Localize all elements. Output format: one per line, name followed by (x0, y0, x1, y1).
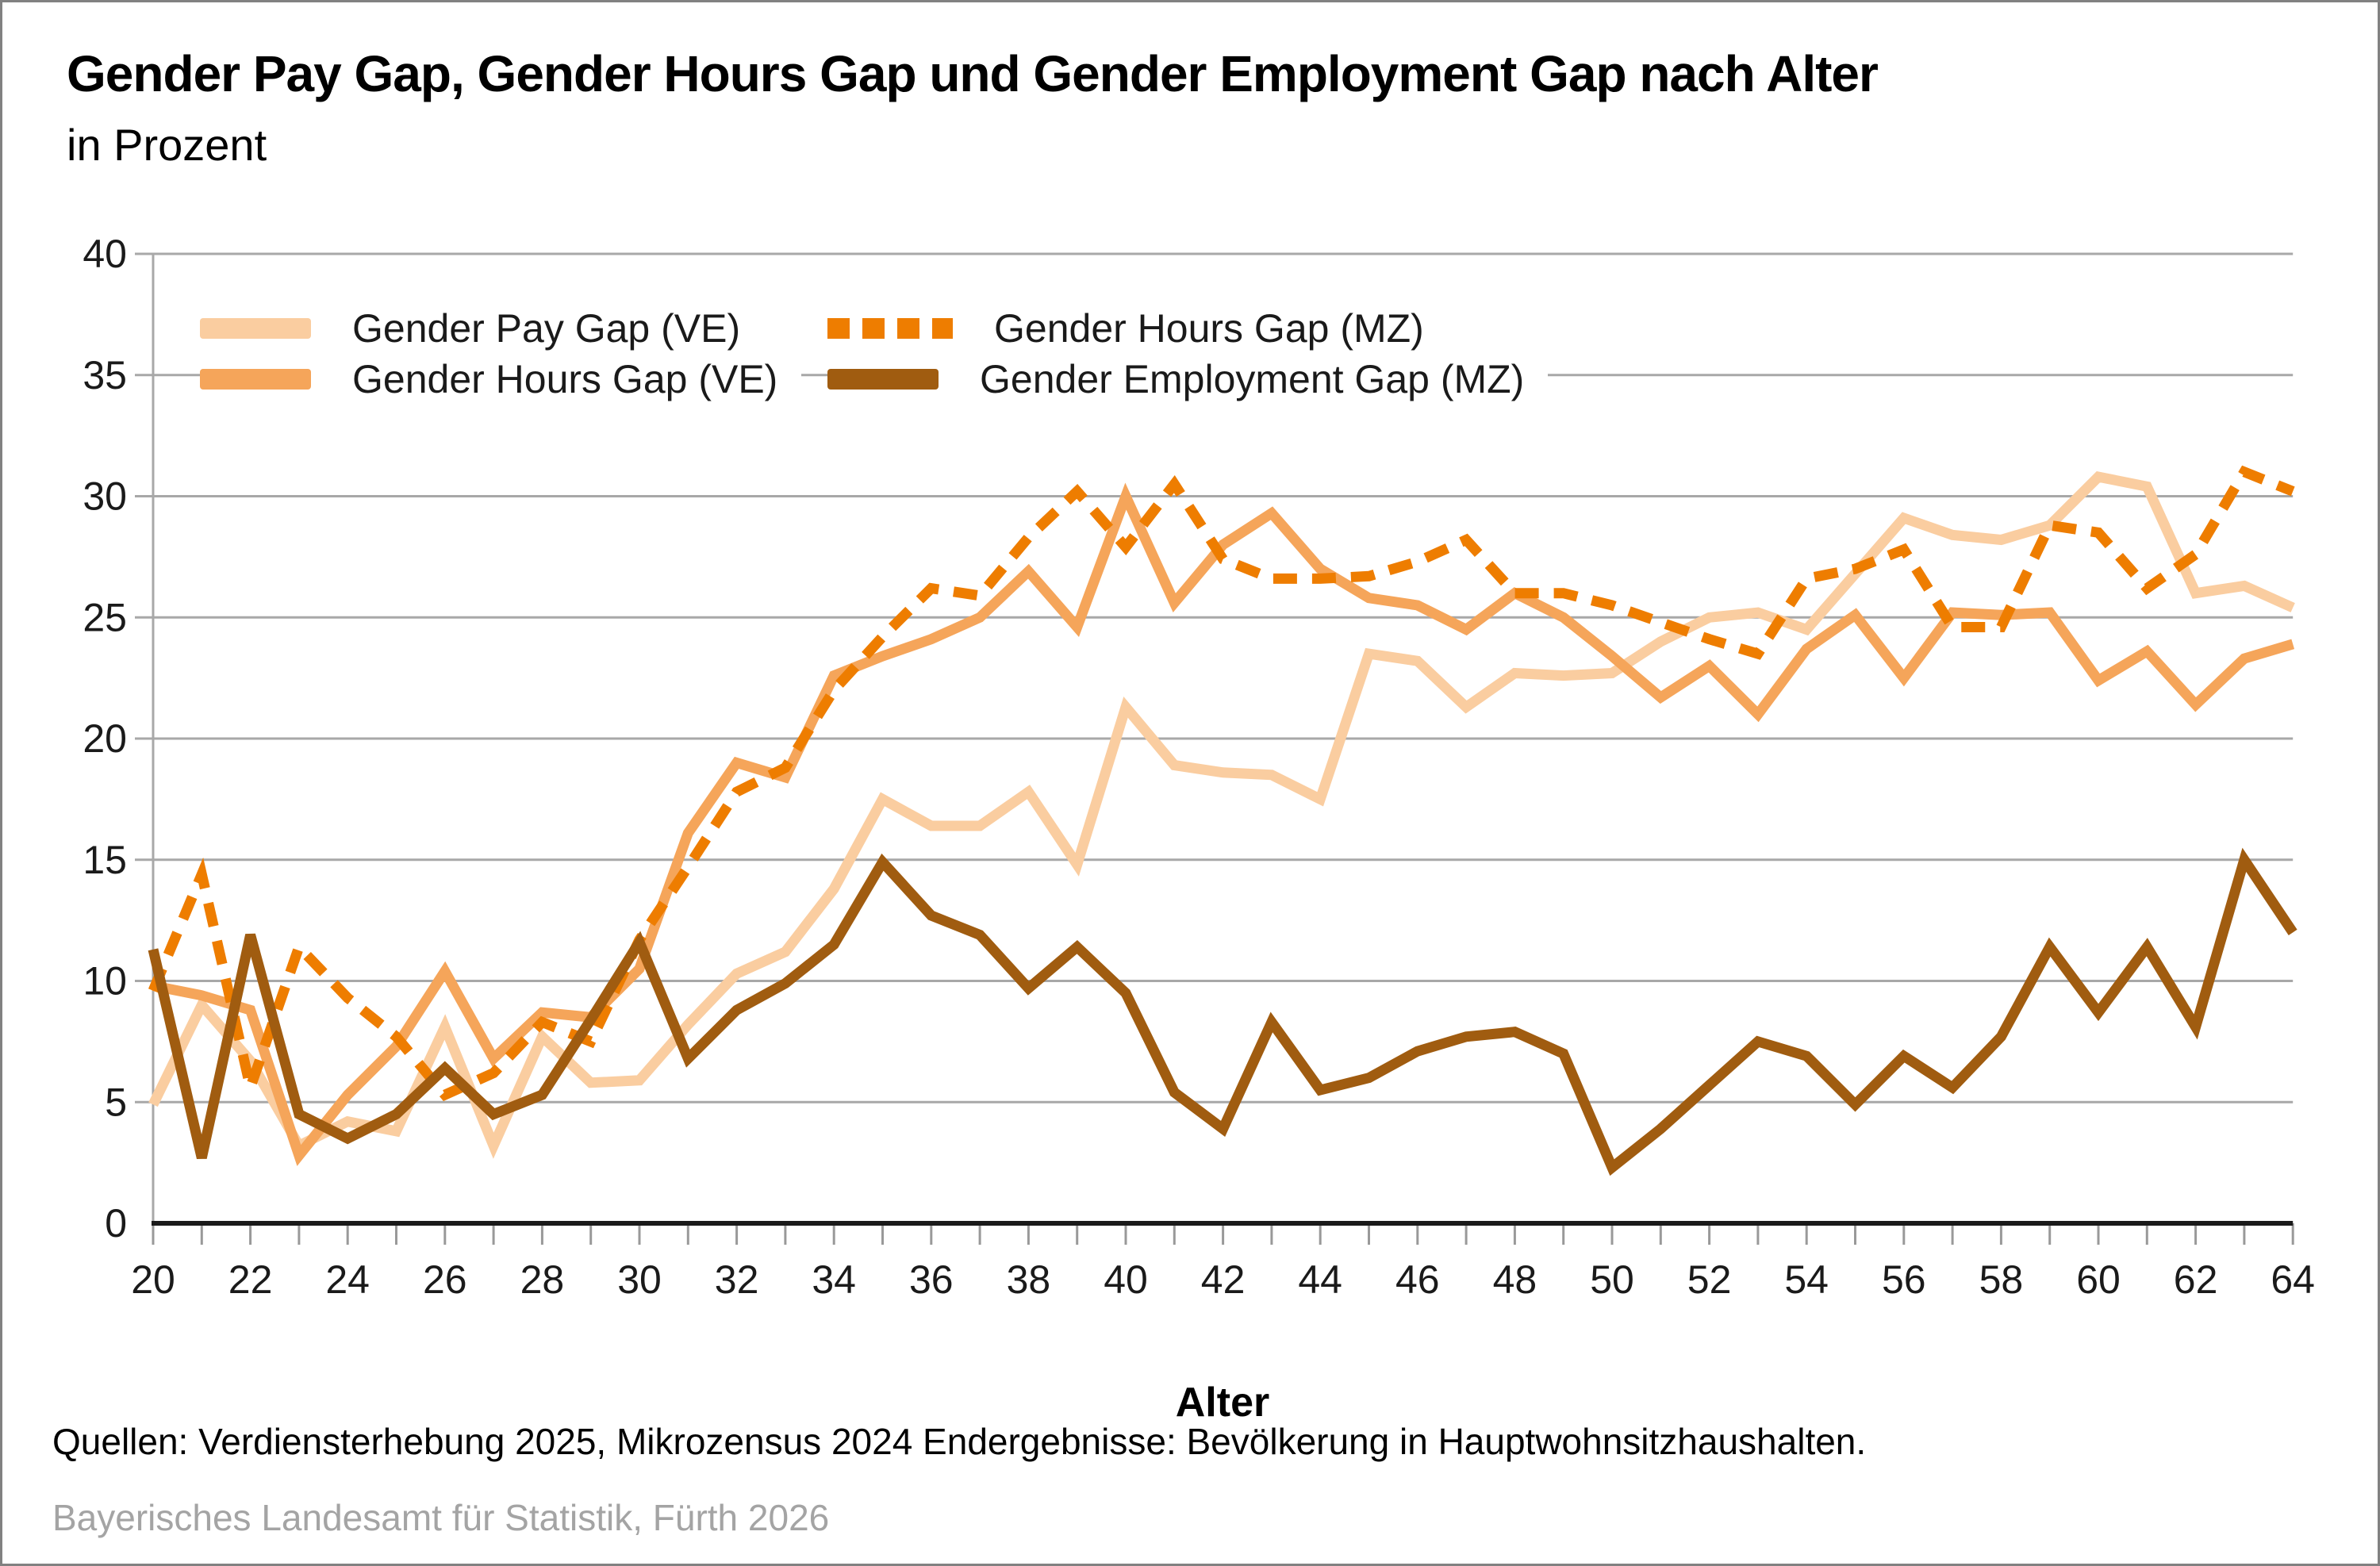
x-tick-label-58: 58 (1979, 1257, 2024, 1302)
source-note: Quellen: Verdiensterhebung 2025, Mikroze… (52, 1421, 1867, 1462)
x-tick-label-32: 32 (715, 1257, 759, 1302)
legend-label-hours-gap-mz: Gender Hours Gap (MZ) (994, 306, 1424, 351)
x-tick-label-46: 46 (1395, 1257, 1440, 1302)
legend-item-employment-gap-mz: Gender Employment Gap (MZ) (827, 357, 1549, 401)
series-line-2 (148, 465, 2295, 1107)
x-tick-label-50: 50 (1590, 1257, 1634, 1302)
x-tick-label-24: 24 (325, 1257, 370, 1302)
legend-swatch-employment-gap-mz (827, 369, 939, 390)
y-tick-label-15: 15 (83, 838, 127, 882)
y-tick-label-10: 10 (83, 959, 127, 1004)
publisher-credit: Bayerisches Landesamt für Statistik, Für… (52, 1497, 830, 1538)
y-tick-label-35: 35 (83, 353, 127, 397)
x-tick-label-52: 52 (1687, 1257, 1732, 1302)
y-tick-label-40: 40 (83, 232, 127, 276)
x-tick-label-22: 22 (228, 1257, 273, 1302)
x-tick-label-44: 44 (1298, 1257, 1342, 1302)
x-tick-label-38: 38 (1007, 1257, 1051, 1302)
series-line-3 (148, 847, 2297, 1176)
x-tick-label-26: 26 (423, 1257, 467, 1302)
legend-swatch-hours-gap-ve (200, 369, 311, 390)
y-tick-label-20: 20 (83, 716, 127, 761)
series-line-1 (152, 482, 2295, 1166)
x-tick-label-20: 20 (131, 1257, 175, 1302)
legend-label-employment-gap-mz: Gender Employment Gap (MZ) (980, 357, 1525, 401)
legend-label-hours-gap-ve: Gender Hours Gap (VE) (352, 357, 778, 401)
x-tick-label-34: 34 (812, 1257, 856, 1302)
x-tick-label-40: 40 (1104, 1257, 1148, 1302)
x-tick-label-56: 56 (1882, 1257, 1926, 1302)
y-tick-label-0: 0 (105, 1201, 127, 1246)
legend-swatch-pay-gap-ve (200, 318, 311, 339)
legend-item-hours-gap-ve: Gender Hours Gap (VE) (200, 357, 802, 401)
chart-title: Gender Pay Gap, Gender Hours Gap und Gen… (67, 45, 1879, 102)
y-tick-label-5: 5 (105, 1080, 127, 1124)
x-tick-label-54: 54 (1784, 1257, 1829, 1302)
y-tick-label-30: 30 (83, 474, 127, 519)
x-tick-label-64: 64 (2271, 1257, 2315, 1302)
x-tick-label-30: 30 (617, 1257, 662, 1302)
y-tick-label-25: 25 (83, 595, 127, 639)
x-tick-label-42: 42 (1201, 1257, 1246, 1302)
legend-item-hours-gap-mz: Gender Hours Gap (MZ) (827, 306, 1448, 351)
x-tick-label-36: 36 (909, 1257, 954, 1302)
x-tick-label-60: 60 (2076, 1257, 2121, 1302)
legend-label-pay-gap-ve: Gender Pay Gap (VE) (352, 306, 741, 351)
x-tick-label-28: 28 (520, 1257, 565, 1302)
x-tick-label-48: 48 (1493, 1257, 1537, 1302)
x-axis-title: Alter (1175, 1380, 1270, 1426)
legend-item-pay-gap-ve: Gender Pay Gap (VE) (200, 306, 765, 351)
x-tick-label-62: 62 (2174, 1257, 2218, 1302)
series-line-0 (148, 471, 2295, 1159)
chart-subtitle: in Prozent (67, 120, 267, 170)
legend-swatch-hours-gap-mz-dashed-icon (827, 318, 953, 339)
